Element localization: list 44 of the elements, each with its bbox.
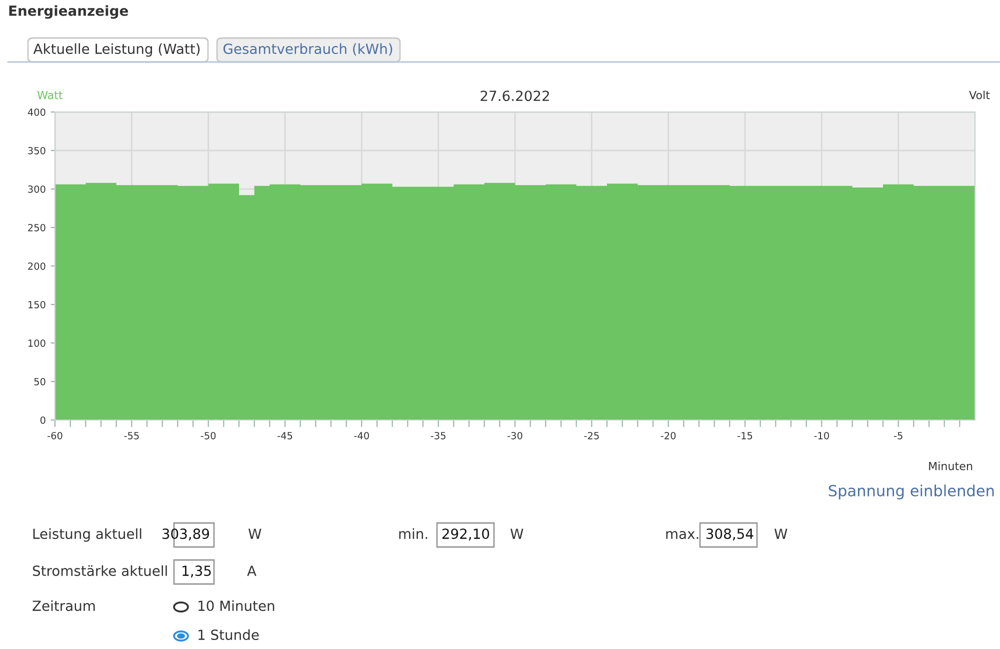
text: Spannung einblenden (828, 484, 994, 500)
y-tick-label: 100 (28, 339, 46, 347)
text: 1 Stunde (198, 629, 259, 640)
x-tick-label: -25 (584, 432, 599, 440)
text: Zeitraum (32, 600, 95, 612)
x-tick-label: -35 (430, 432, 446, 440)
text: 303,89 (162, 528, 210, 540)
text: 1,35 (182, 566, 211, 578)
text: 292,10 (442, 528, 490, 540)
text: W (510, 528, 524, 539)
x-tick-label: -60 (48, 432, 62, 440)
text: Aktuelle Leistung (Watt) (33, 43, 200, 57)
y-tick-label: 0 (40, 416, 46, 424)
x-tick-label: -45 (278, 432, 292, 440)
text: Leistung aktuell (33, 528, 142, 542)
text: Gesamtverbrauch (kWh) (223, 43, 392, 56)
chart-subtitle: 27.6.2022 (480, 90, 549, 102)
text: A (247, 566, 256, 576)
y-axis-title: Watt (37, 90, 63, 100)
y-tick-label: 50 (34, 378, 46, 386)
y-tick-label: 300 (28, 185, 46, 193)
x-tick-label: -15 (738, 432, 752, 440)
text: min. (399, 528, 428, 539)
y-tick-label: 250 (28, 224, 46, 232)
text: 308,54 (706, 528, 754, 540)
text: W (774, 528, 788, 539)
x-tick-label: -20 (660, 432, 676, 440)
text: W (248, 528, 262, 539)
x-tick-label: -5 (894, 432, 902, 440)
y2-axis-title: Volt (969, 90, 990, 100)
x-tick-label: -10 (814, 432, 829, 440)
text: Stromstärke aktuell (32, 565, 167, 576)
x-tick-label: -40 (354, 432, 369, 440)
x-tick-label: -50 (200, 432, 216, 440)
y-tick-label: 200 (28, 262, 46, 270)
y-tick-label: 150 (28, 300, 46, 308)
y-tick-label: 350 (28, 146, 46, 154)
chart-title: Energieanzeige (9, 5, 128, 19)
x-tick-label: -55 (124, 432, 139, 440)
x-tick-label: -30 (508, 432, 522, 440)
text: max. (666, 531, 698, 540)
x-axis-title: Minuten (929, 462, 972, 470)
text: 10 Minuten (198, 600, 274, 612)
y-tick-label: 400 (28, 108, 46, 116)
